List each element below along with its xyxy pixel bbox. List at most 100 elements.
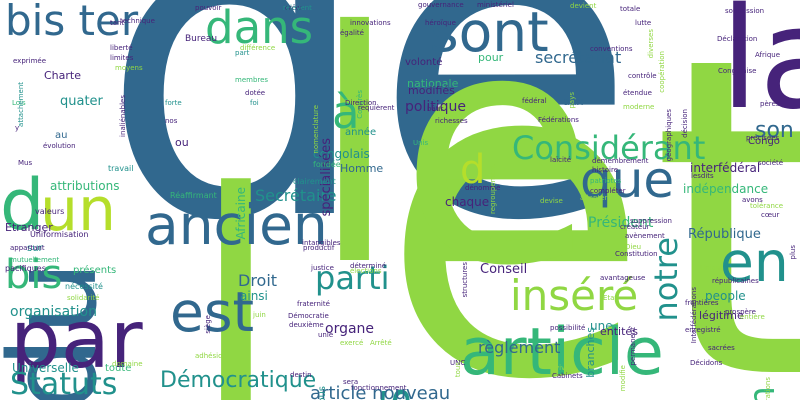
cloud-word: Bureau [185,34,218,44]
cloud-word: aspirations [764,377,772,400]
cloud-word: présents [73,265,117,276]
cloud-word: républicaines [712,277,759,285]
cloud-word: Président [588,215,654,231]
cloud-word: justice [311,264,334,272]
cloud-word: gouvernance [418,1,464,9]
cloud-word: Nous [317,386,328,400]
cloud-word: déterminé [350,262,387,270]
cloud-word: forte [165,99,182,107]
cloud-word: Unis [413,139,429,147]
cloud-word: volonté [405,57,443,68]
cloud-word: enregistré [685,326,721,334]
cloud-word: membres [235,76,269,84]
cloud-word: pays [568,92,576,109]
cloud-word: lutte [635,19,652,27]
cloud-word: avons [742,196,763,204]
cloud-word: dotée [245,89,266,97]
cloud-word: fondée [313,160,341,169]
cloud-word: Etranger [5,221,53,234]
cloud-word: avantageuse [600,274,646,282]
cloud-word: bis [5,252,63,298]
cloud-word: Nation [742,386,783,400]
cloud-word: Etat [603,294,618,302]
cloud-word: Réaffirmant [170,191,217,200]
cloud-word: moderne [623,103,655,111]
cloud-word: ainsi [240,289,268,303]
cloud-word: Afrique [755,51,781,59]
cloud-word: article nouveau [310,383,451,400]
cloud-word: liberté [110,44,133,52]
cloud-word: et [380,0,800,400]
cloud-word: bis ter [5,0,139,45]
cloud-word: parti [315,259,390,297]
cloud-word: est [170,280,255,344]
cloud-word: siège [204,315,212,334]
cloud-word: tolérance [750,202,784,210]
cloud-word: domaine [112,360,143,368]
cloud-word: Direction [345,99,377,107]
cloud-word: structures [461,262,469,298]
cloud-word: prospère [725,308,756,316]
cloud-word: deuxième [289,321,324,329]
cloud-word: sera [343,378,359,386]
cloud-word: indépendance [683,182,769,196]
cloud-word: part [235,49,250,57]
cloud-word: congolais [313,147,370,161]
cloud-word: fédéral [522,97,547,105]
cloud-word: ou [175,136,189,149]
cloud-word: coopération [658,51,666,93]
cloud-word: entière [740,313,765,321]
cloud-word: requièrent [358,104,395,112]
cloud-word: décision [681,109,689,138]
cloud-word: Secrétaire [255,186,337,205]
cloud-word: un [40,175,117,245]
cloud-word: lesdits [691,172,714,180]
cloud-word: d [460,147,486,193]
cloud-word: mutuellement [10,256,60,264]
cloud-word: Déclaration [717,35,758,43]
cloud-word: démembrement [592,157,649,165]
cloud-word: vivre [555,364,573,372]
cloud-word: technique [120,17,155,25]
cloud-word: pouvoir [195,4,222,12]
cloud-word: ancien [145,193,328,257]
cloud-word: nomenclature [312,105,320,154]
cloud-word: le [310,0,596,336]
cloud-word: devient [570,2,597,10]
cloud-word: Charte [44,69,81,82]
cloud-word: Arrêté [370,339,392,347]
cloud-word: en [720,230,789,294]
cloud-word: créer [285,4,304,12]
cloud-word: valeurs [35,207,65,216]
cloud-word: clairement [293,177,336,186]
cloud-word: article [460,315,664,390]
cloud-word: limites [110,54,134,62]
cloud-word: interfédéral [690,161,761,175]
cloud-word: juin [253,311,266,319]
cloud-word: différence [240,44,276,52]
cloud-word: compléter [590,187,626,195]
cloud-word: UNC [450,359,466,367]
cloud-word: son [755,118,794,143]
cloud-word: nos [165,117,178,125]
cloud-word: évolution [43,142,76,150]
cloud-word: avènement [625,232,665,240]
cloud-word: bâtir [427,105,444,113]
cloud-word: par [10,293,143,386]
cloud-word: solidarité [67,294,100,302]
cloud-word: suppression [630,217,672,225]
cloud-word: quater [60,94,103,109]
cloud-word: Fédérations [538,116,579,124]
cloud-word: ministériel [477,1,514,9]
cloud-word: pères [760,100,780,108]
cloud-word: Conseil [480,262,528,277]
cloud-word: diverses [647,29,655,59]
cloud-word: créateur [620,223,650,231]
cloud-word: année [345,127,377,138]
cloud-word: Dieu [625,243,642,251]
cloud-word: contrôle [628,72,657,80]
cloud-word: tous [454,362,462,378]
cloud-word: sur [27,243,43,254]
cloud-word: conventions [590,45,633,53]
